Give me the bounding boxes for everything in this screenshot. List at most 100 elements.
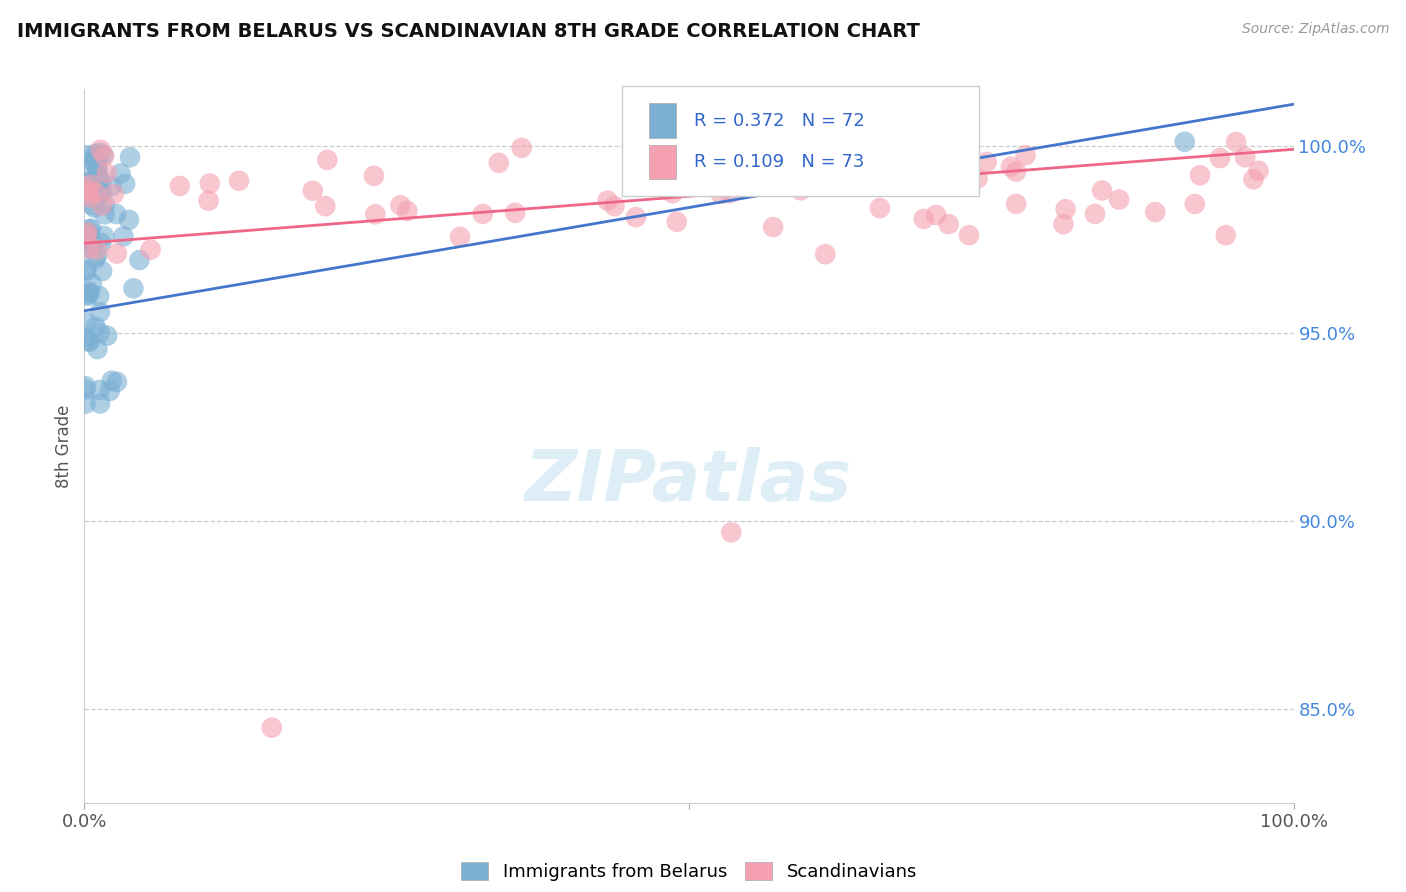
Point (100, 374, 122, 388)
Point (96, 166, 118, 180)
Point (75, 383, 97, 397)
Point (118, 212, 141, 227)
Point (83, 154, 105, 169)
Point (84, 320, 107, 334)
Point (912, 211, 935, 226)
Point (596, 194, 619, 208)
Point (79, 222, 101, 236)
Point (488, 156, 510, 170)
Point (943, 163, 966, 178)
Point (77, 235, 100, 250)
Point (1144, 205, 1167, 219)
Point (661, 186, 683, 201)
Point (1215, 228, 1237, 243)
Point (76, 287, 98, 301)
Point (75, 226, 97, 240)
Point (389, 198, 412, 212)
Point (314, 199, 336, 213)
Point (91, 186, 114, 200)
Point (449, 230, 471, 244)
Point (122, 281, 145, 295)
Point (966, 171, 988, 186)
Point (83, 151, 105, 165)
Point (77, 285, 100, 299)
Point (957, 228, 980, 243)
Point (93, 207, 115, 221)
FancyBboxPatch shape (623, 86, 979, 196)
Point (1184, 197, 1206, 211)
Text: ZIPatlas: ZIPatlas (526, 447, 852, 516)
Legend: Immigrants from Belarus, Scandinavians: Immigrants from Belarus, Scandinavians (454, 855, 924, 888)
Point (789, 183, 811, 197)
Point (869, 201, 891, 215)
Point (100, 179, 122, 194)
Point (89, 289, 111, 303)
Point (75, 396, 97, 410)
Point (93, 229, 115, 244)
Point (91, 198, 114, 212)
Point (80, 221, 103, 235)
Point (1052, 217, 1074, 231)
Point (1174, 135, 1197, 149)
Point (503, 206, 526, 220)
Point (77, 186, 100, 201)
Point (89, 396, 111, 410)
Point (1091, 184, 1114, 198)
Point (1005, 197, 1028, 211)
Point (86, 155, 108, 169)
Point (77, 240, 100, 254)
Point (710, 186, 733, 201)
Point (82, 180, 104, 194)
Point (84, 147, 107, 161)
Point (1108, 193, 1130, 207)
Point (93, 198, 115, 212)
Point (76, 289, 98, 303)
Point (75, 176, 97, 190)
Point (128, 253, 150, 268)
Point (510, 141, 533, 155)
Point (718, 186, 741, 201)
Point (363, 169, 385, 183)
Bar (650, 103, 676, 137)
Point (1084, 207, 1107, 221)
Text: R = 0.372   N = 72: R = 0.372 N = 72 (693, 112, 865, 129)
Point (114, 177, 136, 191)
Point (938, 217, 960, 231)
Point (260, 721, 283, 735)
Point (75, 315, 97, 329)
Point (79, 334, 101, 349)
Point (396, 203, 419, 218)
Point (665, 215, 688, 229)
Point (1247, 164, 1270, 178)
Point (77, 241, 100, 255)
Point (624, 210, 647, 224)
Point (86, 154, 108, 169)
Point (77, 334, 100, 349)
Point (89, 145, 111, 160)
Point (89, 143, 111, 157)
Text: R = 0.109   N = 73: R = 0.109 N = 73 (693, 153, 865, 171)
Point (1014, 148, 1036, 162)
Point (91, 264, 114, 278)
Point (75, 235, 97, 250)
Point (86, 161, 108, 176)
Point (105, 207, 128, 221)
Point (1209, 151, 1232, 165)
Point (316, 153, 339, 167)
Point (89, 305, 111, 319)
Point (75, 330, 97, 344)
Point (112, 229, 135, 244)
Point (79, 285, 101, 300)
Point (86, 342, 108, 356)
Point (1054, 202, 1077, 217)
Point (76, 148, 98, 162)
Text: IMMIGRANTS FROM BELARUS VS SCANDINAVIAN 8TH GRADE CORRELATION CHART: IMMIGRANTS FROM BELARUS VS SCANDINAVIAN … (17, 22, 920, 41)
Point (82, 236, 104, 251)
Point (79, 178, 101, 192)
Point (75, 263, 97, 277)
Point (228, 174, 250, 188)
Point (471, 207, 494, 221)
Bar (650, 145, 676, 179)
Point (83, 201, 105, 215)
Point (1005, 164, 1028, 178)
